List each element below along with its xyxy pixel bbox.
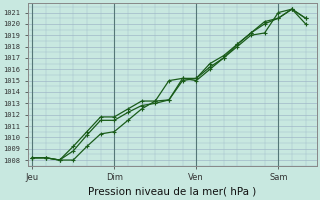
- X-axis label: Pression niveau de la mer( hPa ): Pression niveau de la mer( hPa ): [88, 187, 256, 197]
